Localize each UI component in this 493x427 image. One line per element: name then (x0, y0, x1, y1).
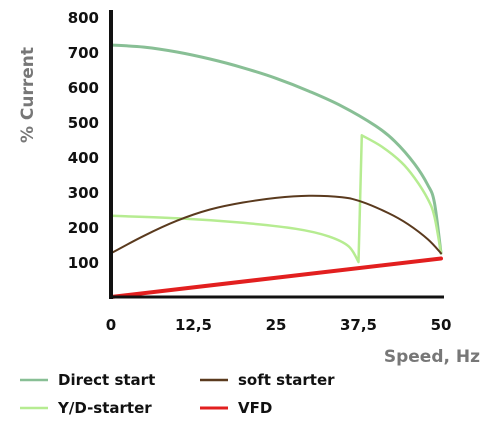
x-axis-label: Speed, Hz (384, 347, 480, 367)
y-tick-label: 700 (68, 44, 99, 62)
series-line-soft-starter (110, 194, 442, 255)
x-tick-label: 50 (431, 316, 452, 334)
legend-label-direct-start: Direct start (58, 371, 155, 389)
y-tick-label: 100 (68, 254, 99, 272)
y-tick-label: 200 (68, 219, 99, 237)
x-tick-label: 0 (106, 316, 116, 334)
series-line-y-d-starter (109, 134, 443, 264)
series-line-vfd (109, 256, 443, 299)
x-tick-label: 12,5 (175, 316, 212, 334)
y-tick-label: 300 (68, 184, 99, 202)
y-tick-label: 600 (68, 79, 99, 97)
y-tick-label: 400 (68, 149, 99, 167)
legend-label-y-d-starter: Y/D-starter (57, 399, 152, 417)
series-layer (109, 43, 443, 299)
legend-label-soft-starter: soft starter (238, 371, 335, 389)
x-ticks: 0 12,5 25 37,5 50 (106, 316, 452, 334)
x-tick-label: 25 (266, 316, 287, 334)
y-axis-label: % Current (18, 47, 38, 143)
y-tick-label: 800 (68, 9, 99, 27)
y-tick-label: 500 (68, 114, 99, 132)
y-ticks: 100 200 300 400 500 600 700 800 (68, 9, 99, 272)
series-line-direct-start (109, 43, 443, 255)
legend: Direct start soft starter Y/D-starter VFD (20, 371, 335, 417)
x-tick-label: 37,5 (340, 316, 377, 334)
legend-label-vfd: VFD (238, 399, 272, 417)
